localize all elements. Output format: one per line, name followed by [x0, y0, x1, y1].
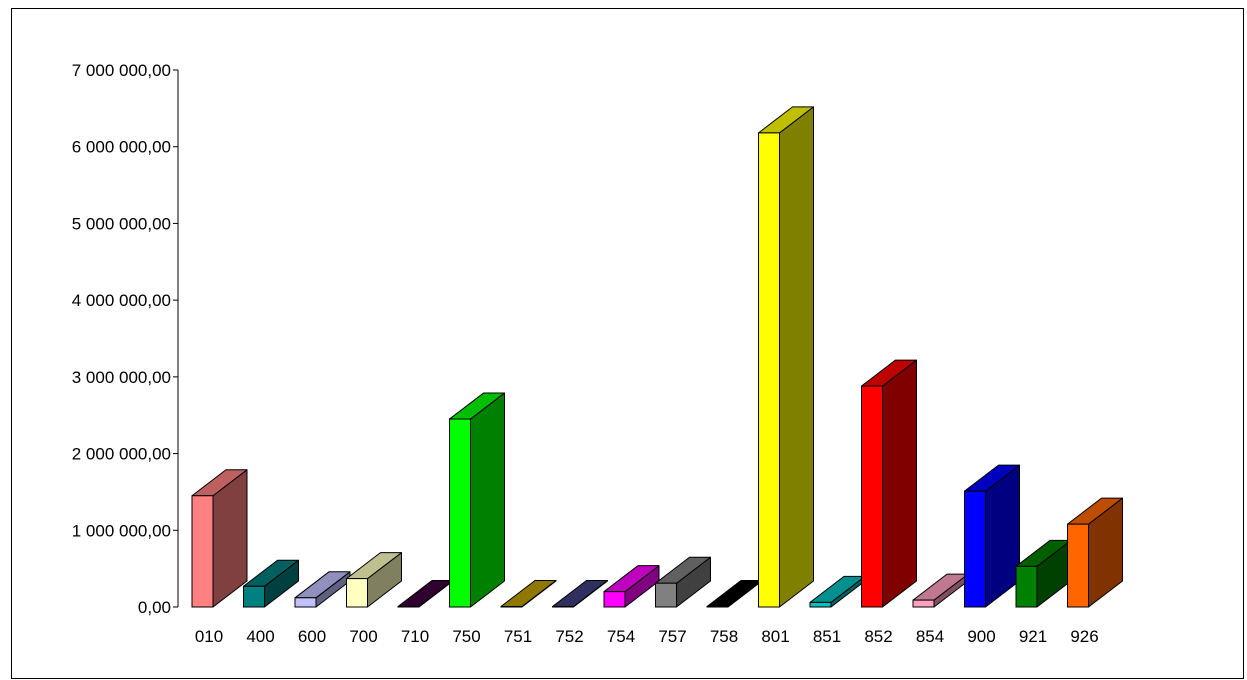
bar [397, 580, 454, 608]
bar [912, 573, 969, 608]
bar [191, 469, 248, 608]
bar [449, 392, 505, 608]
x-tick-label: 752 [555, 627, 583, 646]
bar [1015, 539, 1072, 608]
bar-front [758, 132, 780, 608]
bar [809, 575, 866, 608]
x-tick-label: 754 [607, 627, 635, 646]
bar-front [1067, 523, 1089, 608]
x-tick-label: 921 [1019, 627, 1047, 646]
bar [243, 559, 299, 608]
bar [706, 580, 763, 608]
x-tick-label: 854 [916, 627, 944, 646]
bar [346, 552, 402, 608]
bar [552, 580, 608, 608]
bar-front [706, 606, 729, 608]
bar-front [500, 606, 523, 608]
x-tick-label: 710 [401, 627, 429, 646]
y-tick-label: 3 000 000,00 [72, 368, 171, 387]
y-tick-label: 1 000 000,00 [72, 521, 171, 540]
x-tick-label: 900 [967, 627, 995, 646]
y-tick-label: 0,00 [138, 598, 171, 617]
x-tick-label: 700 [349, 627, 377, 646]
x-tick-label: 600 [298, 627, 326, 646]
x-tick-label: 010 [195, 627, 223, 646]
x-tick-label: 750 [452, 627, 480, 646]
bar [655, 556, 711, 608]
bar-front [655, 582, 677, 608]
bar-front [809, 601, 832, 608]
bar [964, 464, 1020, 608]
x-tick-label: 757 [658, 627, 686, 646]
y-tick-label: 6 000 000,00 [72, 138, 171, 157]
bar [500, 580, 557, 608]
y-tick-label: 7 000 000,00 [72, 61, 171, 80]
x-tick-label: 758 [710, 627, 738, 646]
bar-front [912, 599, 935, 608]
bar-side [882, 359, 917, 608]
bar-front [243, 585, 265, 608]
y-tick-label: 2 000 000,00 [72, 445, 171, 464]
bar-front [964, 490, 986, 608]
x-tick-label: 751 [504, 627, 532, 646]
bar [603, 565, 660, 608]
bar-front [552, 606, 574, 608]
y-tick-label: 4 000 000,00 [72, 291, 171, 310]
bar-front [294, 597, 317, 608]
bar-side [470, 392, 505, 608]
bar-front [397, 606, 420, 608]
bar-front [861, 385, 883, 608]
x-tick-label: 851 [813, 627, 841, 646]
x-tick-label: 926 [1070, 627, 1098, 646]
bar-front [346, 578, 368, 608]
x-tick-label: 801 [761, 627, 789, 646]
x-tick-label: 852 [864, 627, 892, 646]
bar [758, 106, 814, 608]
bar-front [449, 418, 471, 608]
bar-front [191, 495, 214, 608]
bar [294, 571, 351, 608]
y-tick-label: 5 000 000,00 [72, 214, 171, 233]
bar-front [603, 591, 626, 608]
bar [861, 359, 917, 608]
bar-side [779, 106, 814, 608]
bar-front [1015, 565, 1038, 608]
x-tick-label: 400 [246, 627, 274, 646]
bar [1067, 497, 1123, 608]
